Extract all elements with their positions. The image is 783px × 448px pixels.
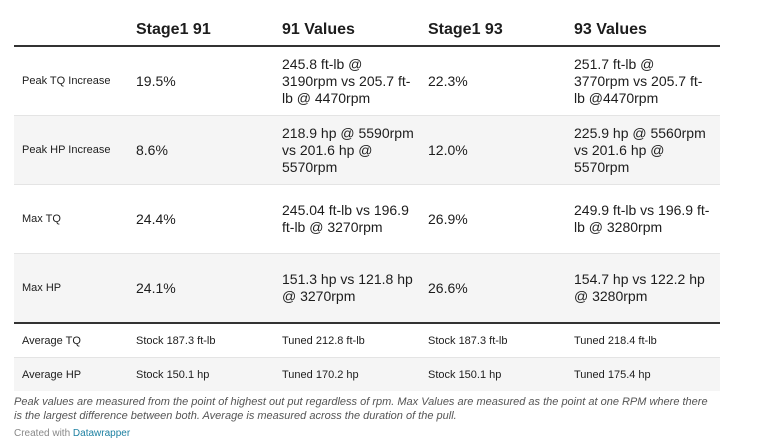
- header-cell: [14, 14, 136, 47]
- credit-line: Created with Datawrapper: [14, 428, 130, 439]
- table-cell: Stock 150.1 hp: [136, 357, 282, 391]
- table-cell: Tuned 170.2 hp: [282, 357, 428, 391]
- row-label: Max TQ: [14, 184, 136, 254]
- table-cell: Tuned 175.4 hp: [574, 357, 720, 391]
- table-cell: 24.4%: [136, 184, 282, 254]
- data-table-container: Stage1 91 91 Values Stage1 93 93 Values …: [14, 14, 720, 391]
- footnote: Peak values are measured from the point …: [14, 396, 708, 422]
- table-cell: 154.7 hp vs 122.2 hp @ 3280rpm: [574, 253, 720, 324]
- table-cell: Stock 150.1 hp: [428, 357, 574, 391]
- header-cell: Stage1 93: [428, 14, 574, 47]
- table-cell: 12.0%: [428, 115, 574, 185]
- table-cell: 249.9 ft-lb vs 196.9 ft-lb @ 3280rpm: [574, 184, 720, 254]
- table-cell: 19.5%: [136, 46, 282, 116]
- row-label: Peak TQ Increase: [14, 46, 136, 116]
- table-cell: 225.9 hp @ 5560rpm vs 201.6 hp @ 5570rpm: [574, 115, 720, 185]
- table-cell: Tuned 218.4 ft-lb: [574, 322, 720, 358]
- data-table: Stage1 91 91 Values Stage1 93 93 Values …: [14, 14, 720, 391]
- datawrapper-link[interactable]: Datawrapper: [72, 428, 131, 439]
- table-cell: 251.7 ft-lb @ 3770rpm vs 205.7 ft-lb @44…: [574, 46, 720, 116]
- table-row: Average HP Stock 150.1 hp Tuned 170.2 hp…: [14, 357, 720, 391]
- table-row: Max HP 24.1% 151.3 hp vs 121.8 hp @ 3270…: [14, 253, 720, 324]
- table-header-row: Stage1 91 91 Values Stage1 93 93 Values: [14, 14, 720, 47]
- table-cell: 8.6%: [136, 115, 282, 185]
- header-cell: 93 Values: [574, 14, 720, 47]
- table-cell: 245.8 ft-lb @ 3190rpm vs 205.7 ft-lb @ 4…: [282, 46, 428, 116]
- header-cell: 91 Values: [282, 14, 428, 47]
- table-row: Max TQ 24.4% 245.04 ft-lb vs 196.9 ft-lb…: [14, 184, 720, 254]
- table-cell: 24.1%: [136, 253, 282, 324]
- table-cell: 151.3 hp vs 121.8 hp @ 3270rpm: [282, 253, 428, 324]
- row-label: Max HP: [14, 253, 136, 324]
- table-cell: 218.9 hp @ 5590rpm vs 201.6 hp @ 5570rpm: [282, 115, 428, 185]
- credit-prefix: Created with: [14, 428, 71, 439]
- table-cell: 26.9%: [428, 184, 574, 254]
- row-label: Average TQ: [14, 322, 136, 358]
- table-row: Peak HP Increase 8.6% 218.9 hp @ 5590rpm…: [14, 115, 720, 185]
- header-cell: Stage1 91: [136, 14, 282, 47]
- table-cell: 22.3%: [428, 46, 574, 116]
- row-label: Average HP: [14, 357, 136, 391]
- table-row: Peak TQ Increase 19.5% 245.8 ft-lb @ 319…: [14, 46, 720, 116]
- table-cell: Stock 187.3 ft-lb: [428, 322, 574, 358]
- table-cell: Stock 187.3 ft-lb: [136, 322, 282, 358]
- table-cell: Tuned 212.8 ft-lb: [282, 322, 428, 358]
- table-cell: 26.6%: [428, 253, 574, 324]
- table-row: Average TQ Stock 187.3 ft-lb Tuned 212.8…: [14, 322, 720, 358]
- row-label: Peak HP Increase: [14, 115, 136, 185]
- table-cell: 245.04 ft-lb vs 196.9 ft-lb @ 3270rpm: [282, 184, 428, 254]
